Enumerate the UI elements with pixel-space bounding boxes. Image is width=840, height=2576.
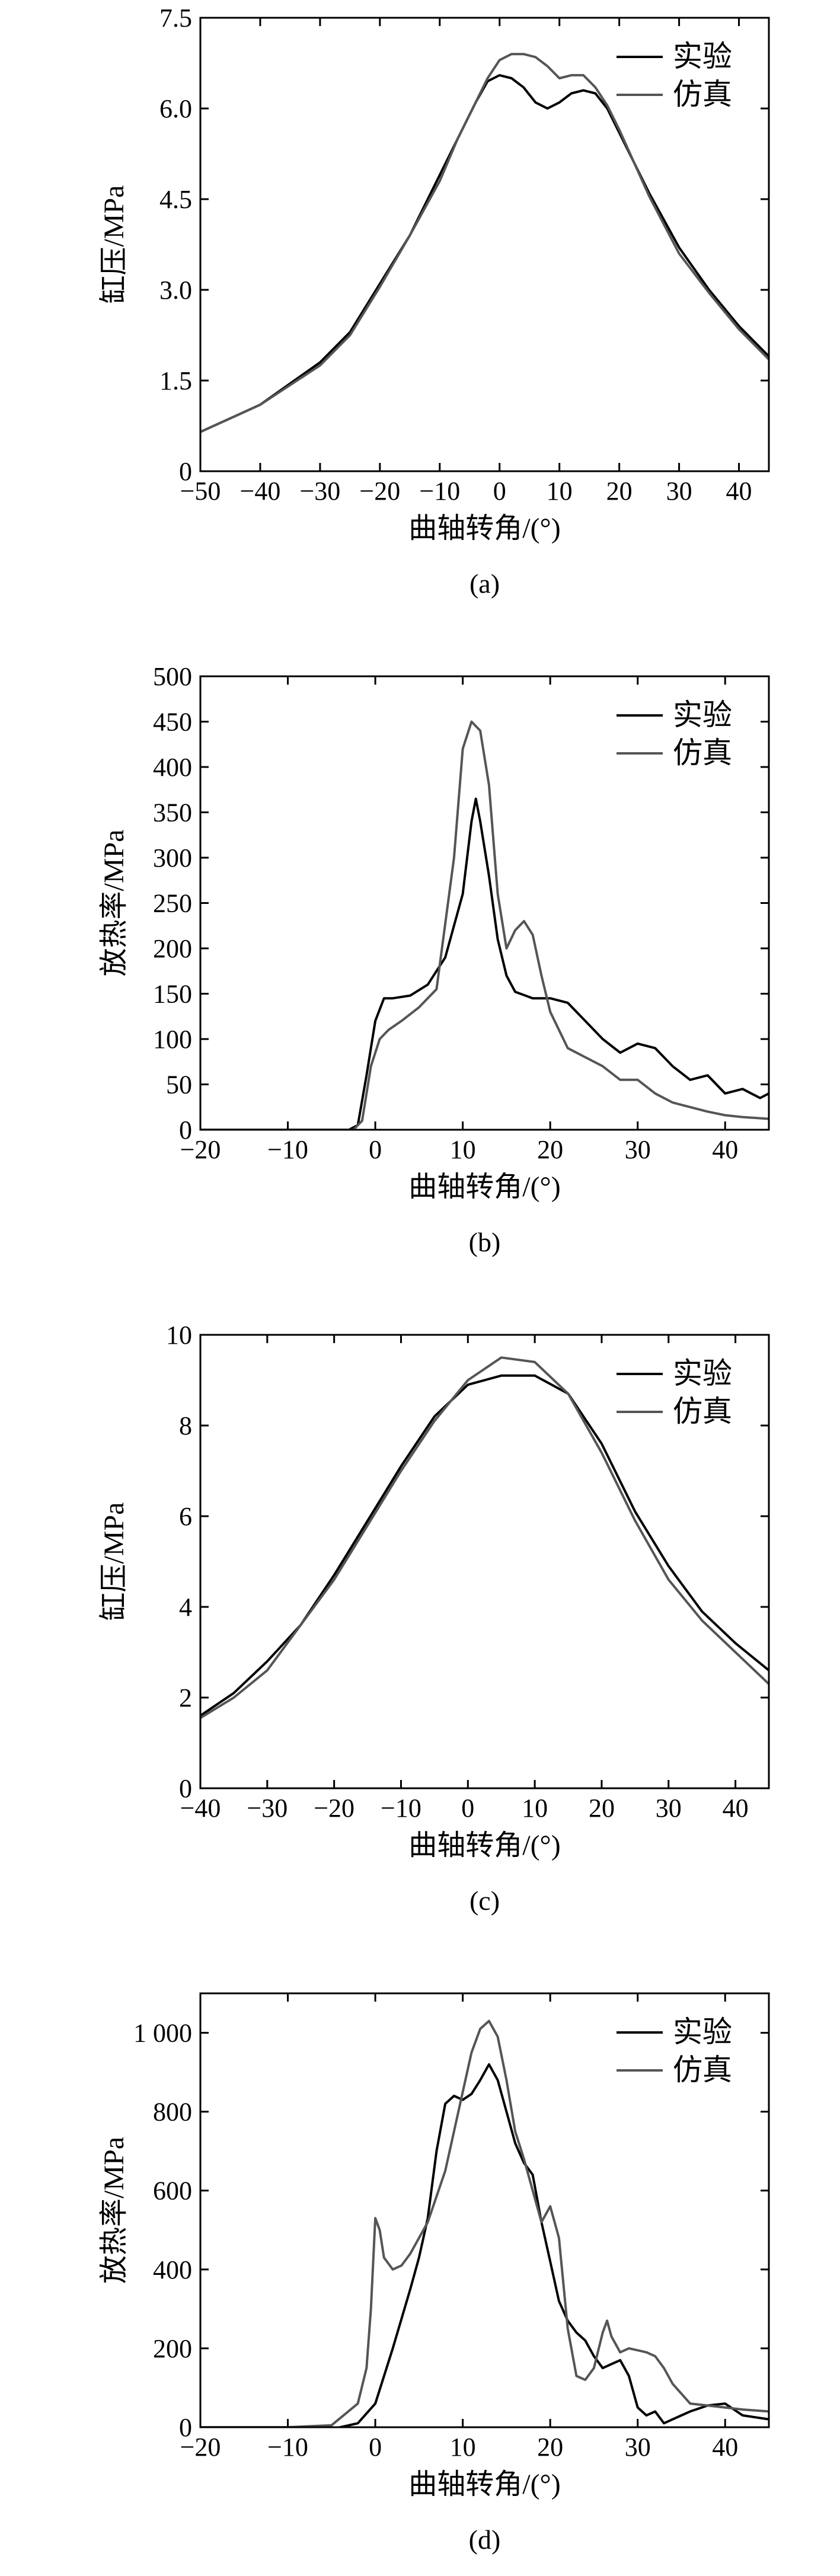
- legend-label: 实验: [673, 698, 732, 731]
- x-tick-label: 0: [369, 2433, 382, 2462]
- x-tick-label: 30: [625, 2433, 651, 2462]
- y-tick-label: 300: [153, 843, 192, 872]
- y-axis-title: 缸压/MPa: [98, 1502, 130, 1621]
- x-tick-label: −20: [314, 1794, 354, 1823]
- series-line-simulation-2: [200, 720, 769, 1130]
- y-tick-label: 3.0: [159, 276, 192, 305]
- x-tick-label: 30: [666, 477, 692, 506]
- x-tick-label: −30: [299, 477, 340, 506]
- y-tick-label: 200: [153, 2334, 192, 2363]
- x-tick-label: −10: [267, 1135, 308, 1164]
- x-tick-label: −40: [240, 477, 281, 506]
- x-axis-title: 曲轴转角/(°): [408, 513, 561, 544]
- series-line-simulation-4: [200, 2019, 769, 2427]
- y-tick-label: 8: [179, 1411, 192, 1440]
- x-tick-label: −50: [180, 477, 221, 506]
- y-tick-label: 6.0: [159, 94, 192, 123]
- x-tick-label: 40: [712, 1135, 738, 1164]
- y-tick-label: 6: [179, 1502, 192, 1531]
- y-tick-label: 450: [153, 708, 192, 737]
- x-tick-label: −40: [180, 1794, 221, 1823]
- legend-label: 实验: [673, 1357, 732, 1390]
- series-line-experiment-1: [200, 73, 769, 433]
- y-tick-label: 50: [166, 1070, 192, 1100]
- chart-panel-2: −20 −10 0 10 20 30 400501001502002503003504004…: [98, 662, 770, 1257]
- y-tick-label: 10: [166, 1321, 192, 1350]
- panel-label: (a): [469, 568, 500, 599]
- y-tick-label: 0: [179, 457, 192, 486]
- x-tick-label: −10: [267, 2433, 308, 2462]
- x-tick-label: 10: [547, 477, 573, 506]
- chart-panel-1: −50 −40 −30 −20 −10 0 10 20 30 40 0 1.5 3.0 4.5 6.0 7.5…: [98, 4, 770, 599]
- y-tick-label: 1.5: [159, 366, 192, 395]
- y-tick-label: 4.5: [159, 185, 192, 214]
- x-axis-title: 曲轴转角/(°): [408, 1830, 561, 1861]
- x-tick-label: 20: [589, 1794, 615, 1823]
- x-tick-label: −20: [180, 1135, 221, 1164]
- chart-panel-3: −40 −30 −20 −10 0 10 20 30 40 0 2 4 6 8 10 曲轴转角/(°) 缸压/M…: [98, 1321, 770, 1916]
- y-tick-label: 400: [153, 2255, 192, 2284]
- series-line-simulation-3: [200, 1356, 769, 1720]
- y-tick-label: 100: [153, 1025, 192, 1054]
- x-axis-title: 曲轴转角/(°): [408, 2469, 561, 2500]
- y-tick-label: 0: [179, 1116, 192, 1145]
- plot-frame: [199, 1334, 770, 1789]
- x-tick-label: 40: [712, 2433, 738, 2462]
- x-tick-label: 20: [537, 1135, 563, 1164]
- y-tick-label: 1 000: [133, 2019, 192, 2048]
- x-tick-label: 0: [461, 1794, 474, 1823]
- x-tick-label: −10: [419, 477, 460, 506]
- x-tick-label: 0: [493, 477, 506, 506]
- x-tick-label: −30: [247, 1794, 288, 1823]
- y-tick-label: 200: [153, 934, 192, 963]
- x-tick-label: 10: [450, 2433, 476, 2462]
- series-line-experiment-4: [200, 2063, 769, 2427]
- legend-label: 仿真: [673, 1395, 732, 1428]
- y-tick-label: 4: [179, 1593, 192, 1622]
- y-tick-label: 800: [153, 2098, 192, 2127]
- legend-label: 实验: [673, 40, 732, 73]
- panel-label: (d): [469, 2524, 501, 2555]
- legend-label: 实验: [673, 2015, 732, 2048]
- y-axis-title: 放热率/MPa: [98, 2137, 130, 2284]
- plot-frame: [199, 1992, 770, 2428]
- legend-label: 仿真: [673, 78, 732, 111]
- x-tick-label: 40: [723, 1794, 749, 1823]
- legend-label: 仿真: [673, 2053, 732, 2086]
- x-tick-label: −20: [359, 477, 400, 506]
- y-tick-label: 7.5: [159, 4, 192, 33]
- series-line-experiment-2: [200, 797, 769, 1130]
- y-tick-label: 600: [153, 2177, 192, 2206]
- panel-label: (b): [469, 1227, 501, 1257]
- x-tick-label: 30: [656, 1794, 682, 1823]
- x-tick-label: 10: [522, 1794, 548, 1823]
- series-line-simulation-1: [200, 53, 769, 433]
- x-tick-label: 30: [625, 1135, 651, 1164]
- x-tick-label: 20: [606, 477, 633, 506]
- x-axis-title: 曲轴转角/(°): [408, 1171, 561, 1203]
- y-tick-label: 0: [179, 2413, 192, 2442]
- panel-label: (c): [469, 1885, 500, 1916]
- y-tick-label: 250: [153, 889, 192, 918]
- plot-frame: [199, 17, 770, 472]
- y-tick-label: 0: [179, 1774, 192, 1803]
- y-tick-label: 350: [153, 798, 192, 827]
- legend-label: 仿真: [673, 736, 732, 769]
- y-tick-label: 2: [179, 1683, 192, 1712]
- y-axis-title: 缸压/MPa: [98, 185, 130, 303]
- y-axis-title: 放热率/MPa: [98, 829, 130, 976]
- x-tick-label: 20: [537, 2433, 563, 2462]
- y-tick-label: 400: [153, 753, 192, 782]
- x-tick-label: 10: [450, 1135, 476, 1164]
- x-tick-label: −20: [180, 2433, 221, 2462]
- x-tick-label: −10: [381, 1794, 421, 1823]
- x-tick-label: 0: [369, 1135, 382, 1164]
- y-tick-label: 150: [153, 980, 192, 1009]
- x-tick-label: 40: [726, 477, 752, 506]
- y-tick-label: 500: [153, 662, 192, 691]
